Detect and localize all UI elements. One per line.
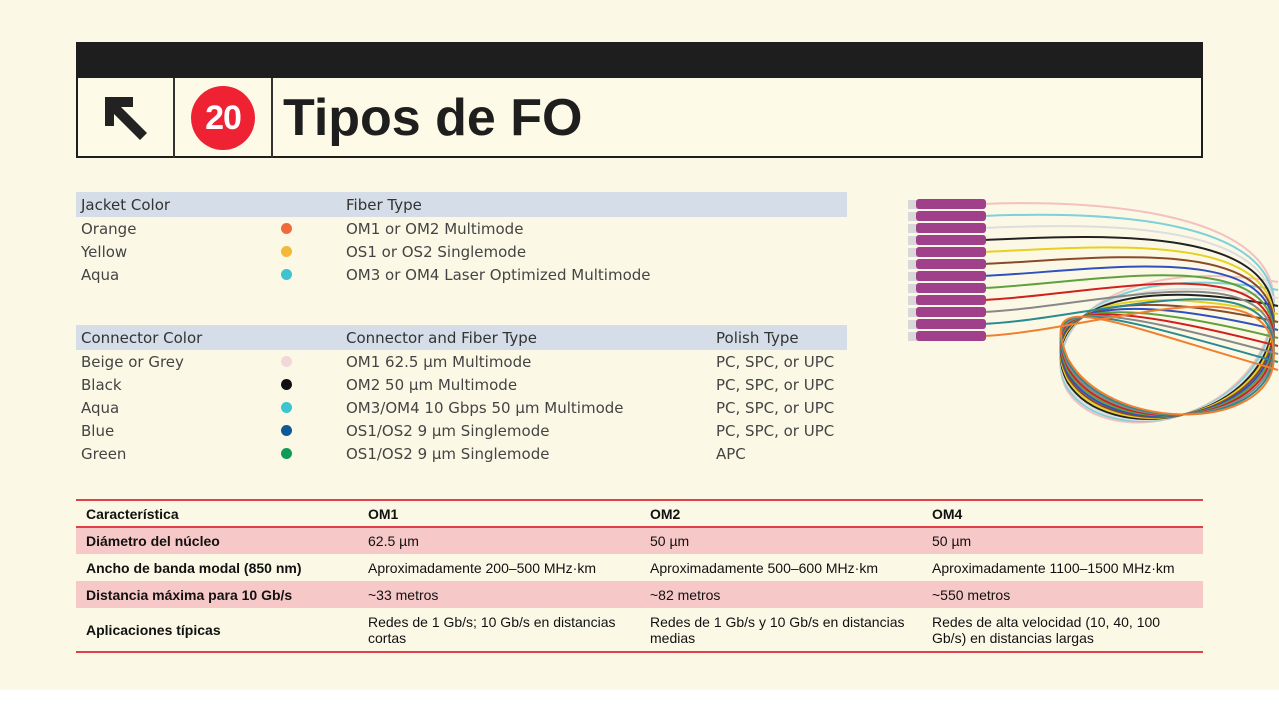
header-bar <box>78 44 1201 78</box>
color-swatch <box>281 268 292 280</box>
color-swatch <box>281 222 292 234</box>
jacket-color-table: Jacket Color Fiber Type Orange OM1 or OM2 … <box>76 192 847 286</box>
table-cell: Diámetro del núcleo <box>76 527 358 554</box>
table-row: Aqua OM3/OM4 10 Gbps 50 µm Multimode PC, S… <box>76 396 847 419</box>
column-header: Fiber Type <box>341 192 847 217</box>
table-cell: 62.5 µm <box>358 527 640 554</box>
footer-band <box>0 690 1279 720</box>
connector-color: Black <box>81 375 122 394</box>
column-header: Connector Color <box>76 325 341 350</box>
table-cell: Redes de alta velocidad (10, 40, 100 Gb/… <box>932 613 1161 646</box>
table-cell: Ancho de banda modal (850 nm) <box>86 559 302 576</box>
table-cell: ~550 metros <box>922 581 1203 608</box>
connector-color-table: Connector Color Connector and Fiber Type P… <box>76 325 847 465</box>
color-swatch <box>281 401 292 413</box>
polish-type: APC <box>716 444 746 463</box>
connector-fiber-type: OM3/OM4 10 Gbps 50 µm Multimode <box>346 398 624 417</box>
fiber-pigtails-image <box>908 199 1279 424</box>
table-cell: Redes de 1 Gb/s y 10 Gb/s en distancias … <box>650 613 905 646</box>
connector-color: Beige or Grey <box>81 352 184 371</box>
column-header: Polish Type <box>711 325 847 350</box>
color-swatch <box>281 378 292 390</box>
page-title: Tipos de FO <box>283 89 583 147</box>
table-cell: Aproximadamente 1100–1500 MHz·km <box>932 559 1175 576</box>
fiber-type: OM3 or OM4 Laser Optimized Multimode <box>346 265 651 284</box>
slide-number-cell: 20 <box>175 78 273 158</box>
table-row: Aplicaciones típicas Redes de 1 Gb/s; 10 … <box>76 608 1203 652</box>
column-header: Característica <box>76 500 358 528</box>
connector-fiber-type: OM1 62.5 µm Multimode <box>346 352 532 371</box>
fiber-type: OM1 or OM2 Multimode <box>346 219 524 238</box>
table-cell: Redes de 1 Gb/s; 10 Gb/s en distancias c… <box>368 613 616 646</box>
table-cell: 50 µm <box>640 527 922 554</box>
column-header: OM2 <box>640 500 922 528</box>
polish-type: PC, SPC, or UPC <box>716 421 835 440</box>
connector-fiber-type: OS1/OS2 9 µm Singlemode <box>346 421 550 440</box>
table-cell: 50 µm <box>922 527 1203 554</box>
connector-color: Aqua <box>81 398 120 417</box>
jacket-color: Orange <box>81 219 137 238</box>
table-row: Beige or Grey OM1 62.5 µm Multimode PC, SP… <box>76 350 847 373</box>
column-header: Connector and Fiber Type <box>341 325 711 350</box>
polish-type: PC, SPC, or UPC <box>716 375 835 394</box>
column-header: OM4 <box>922 500 1203 528</box>
table-cell: Aproximadamente 500–600 MHz·km <box>650 559 878 576</box>
table-cell: ~33 metros <box>358 581 640 608</box>
table-cell: Distancia máxima para 10 Gb/s <box>76 581 358 608</box>
jacket-color: Yellow <box>81 242 128 261</box>
polish-type: PC, SPC, or UPC <box>716 352 835 371</box>
back-button[interactable] <box>78 78 175 158</box>
slide-number-badge: 20 <box>191 86 255 150</box>
table-row: Blue OS1/OS2 9 µm Singlemode PC, SPC, or U… <box>76 419 847 442</box>
table-row: Distancia máxima para 10 Gb/s ~33 metros ~… <box>76 581 1203 608</box>
color-swatch <box>281 355 292 367</box>
connector-color: Blue <box>81 421 115 440</box>
column-header: Jacket Color <box>76 192 341 217</box>
table-cell: Aplicaciones típicas <box>86 621 221 638</box>
arrow-up-left-icon <box>104 97 147 140</box>
connector-fiber-type: OM2 50 µm Multimode <box>346 375 518 394</box>
table-row: Orange OM1 or OM2 Multimode <box>76 217 847 240</box>
polish-type: PC, SPC, or UPC <box>716 398 835 417</box>
slide-header: 20 Tipos de FO <box>76 42 1203 158</box>
fiber-comparison-table: Característica OM1 OM2 OM4 Diámetro del … <box>76 499 1203 653</box>
table-row: Yellow OS1 or OS2 Singlemode <box>76 240 847 263</box>
table-row: Ancho de banda modal (850 nm) Aproximadam… <box>76 554 1203 581</box>
table-cell: Aproximadamente 200–500 MHz·km <box>368 559 596 576</box>
color-swatch <box>281 245 292 257</box>
connector-color: Green <box>81 444 127 463</box>
connector-fiber-type: OS1/OS2 9 µm Singlemode <box>346 444 550 463</box>
table-row: Black OM2 50 µm Multimode PC, SPC, or UPC <box>76 373 847 396</box>
table-row: Aqua OM3 or OM4 Laser Optimized Multimode <box>76 263 847 286</box>
color-swatch <box>281 447 292 459</box>
color-swatch <box>281 424 292 436</box>
jacket-color: Aqua <box>81 265 120 284</box>
fiber-type: OS1 or OS2 Singlemode <box>346 242 527 261</box>
table-cell: ~82 metros <box>640 581 922 608</box>
table-row: Diámetro del núcleo 62.5 µm 50 µm 50 µm <box>76 527 1203 554</box>
table-row: Green OS1/OS2 9 µm Singlemode APC <box>76 442 847 465</box>
column-header: OM1 <box>358 500 640 528</box>
